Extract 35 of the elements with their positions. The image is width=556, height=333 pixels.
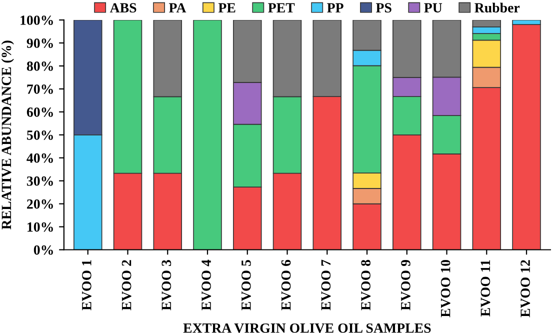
legend-label: ABS	[110, 3, 136, 13]
x-tick-label: EVOO 11	[480, 260, 490, 316]
legend-label: Rubber	[474, 2, 520, 13]
x-tick-label: EVOO 9	[401, 260, 410, 310]
x-axis-title: EXTRA VIRGIN OLIVE OIL SAMPLES	[183, 323, 431, 333]
legend-label: PP	[327, 3, 344, 12]
bar	[193, 20, 222, 250]
x-tick-label: EVOO 4	[202, 260, 212, 310]
y-tick-label: 30%	[26, 176, 53, 186]
y-tick-label: 80%	[26, 62, 53, 71]
x-tick-label: EVOO 8	[361, 260, 371, 310]
x-tick-label: EVOO 7	[321, 260, 331, 310]
x-tick-label: EVOO 2	[122, 260, 132, 310]
y-tick-label: 70%	[27, 84, 53, 94]
bar	[512, 24, 541, 250]
y-tick-label: 40%	[26, 153, 53, 163]
legend-label: PU	[424, 3, 442, 13]
y-tick-label: 90%	[26, 38, 53, 48]
y-tick-label: 50%	[26, 130, 53, 140]
x-tick-label: EVOO 12	[520, 260, 530, 318]
legend-label: PA	[168, 3, 186, 12]
x-tick-label: EVOO 10	[440, 260, 450, 318]
y-tick-label: 60%	[26, 107, 53, 117]
x-tick-label: EVOO 1	[82, 260, 92, 310]
x-tick-label: EVOO 3	[162, 260, 172, 310]
legend-label: PET	[268, 3, 295, 12]
x-tick-label: EVOO 5	[242, 260, 251, 310]
y-tick-label: 20%	[27, 199, 53, 209]
y-axis-title: RELATIVE ABUNDANCE (%)	[1, 40, 14, 230]
legend-label: PS	[376, 3, 392, 13]
y-tick-label: 10%	[28, 222, 53, 232]
legend-label: PE	[218, 3, 236, 12]
y-tick-label: 0%	[34, 245, 53, 255]
y-tick-label: 100%	[20, 16, 53, 25]
x-tick-label: EVOO 6	[281, 260, 291, 310]
